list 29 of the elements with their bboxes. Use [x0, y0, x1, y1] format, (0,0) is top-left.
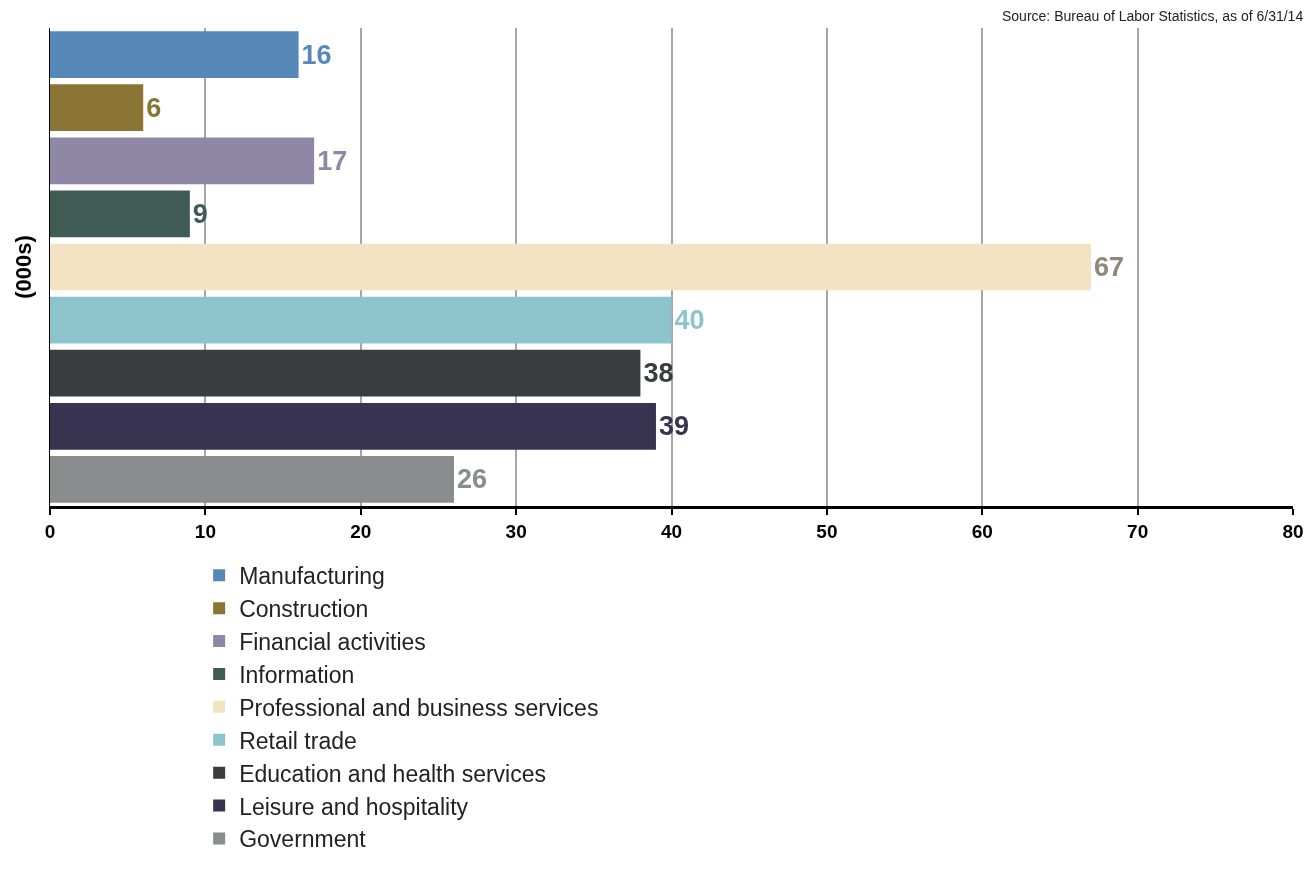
- legend-label: Financial activities: [239, 629, 426, 656]
- x-tick-label: 80: [1282, 520, 1304, 542]
- legend-label: Leisure and hospitality: [239, 793, 469, 820]
- data-label: 40: [674, 305, 705, 336]
- x-tick-label: 30: [505, 520, 527, 542]
- legend-label: Construction: [239, 596, 369, 623]
- data-label: 26: [456, 464, 488, 495]
- source-note: Source: Bureau of Labor Statistics, as of 6/31/14: [1002, 8, 1304, 24]
- data-label: 6: [146, 92, 162, 123]
- legend-label: Government: [239, 826, 367, 853]
- data-label: 17: [317, 145, 348, 176]
- x-tick-label: 10: [194, 520, 216, 542]
- y-axis-title: (000s): [11, 235, 37, 299]
- data-label: 16: [301, 39, 332, 70]
- x-tick-label: 50: [816, 520, 838, 542]
- legend-label: Retail trade: [239, 727, 357, 754]
- data-label: 39: [658, 411, 690, 442]
- x-tick-label: 70: [1127, 520, 1149, 542]
- data-label: 9: [192, 198, 208, 229]
- legend-label: Education and health services: [239, 760, 547, 787]
- legend-label: Manufacturing: [239, 563, 385, 590]
- legend-label: Professional and business services: [239, 694, 599, 721]
- legend-label: Information: [239, 661, 355, 688]
- x-tick-label: 20: [350, 520, 372, 542]
- data-label: 38: [643, 358, 674, 389]
- data-label: 67: [1094, 252, 1125, 282]
- x-tick-label: 60: [971, 520, 993, 542]
- x-tick-label: 0: [44, 520, 56, 542]
- x-tick-label: 40: [660, 520, 683, 542]
